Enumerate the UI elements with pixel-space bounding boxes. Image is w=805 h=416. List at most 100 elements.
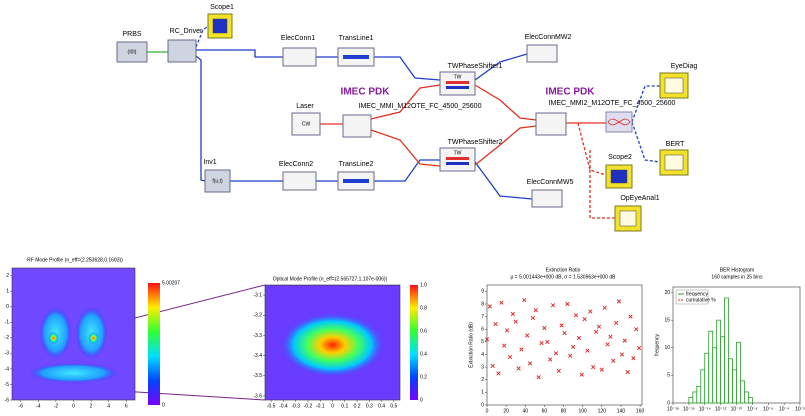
y-tick-label: -4 <box>5 366 10 372</box>
x-tick-label: -0.4 <box>279 403 288 409</box>
x-tick-label: -0.1 <box>316 403 325 409</box>
y-tick-label: 2 <box>481 377 484 383</box>
component: TW TWPhaseShifter1 <box>439 63 503 96</box>
point <box>502 343 507 348</box>
component: IMEC_MMI2_M12OTE_FC_4500_25600 <box>535 100 676 136</box>
point <box>516 366 521 371</box>
y-tick-label: -3.3 <box>253 333 262 339</box>
component: OpEyeAnal1 <box>614 195 660 232</box>
y-axis-label: Extinction Ratio (dB) <box>468 322 474 368</box>
point <box>628 314 633 319</box>
x-tick-label: 10⁻² <box>795 406 805 412</box>
point <box>487 304 492 309</box>
component: TransLine1 <box>337 35 375 67</box>
chart-title: Extinction Ratio <box>546 267 581 273</box>
x-tick-label: 10⁻¹² <box>715 406 727 412</box>
point <box>545 339 550 344</box>
line-icon <box>343 179 369 183</box>
component-label: ElecConnMW5 <box>527 179 574 186</box>
component-box <box>291 112 321 136</box>
component-label: TransLine1 <box>339 35 374 42</box>
colorbar-tick-label: 0 <box>162 402 165 408</box>
point <box>631 356 636 361</box>
x-tick-label: -2 <box>54 403 59 409</box>
point <box>616 299 622 304</box>
component-label: Scope1 <box>210 4 234 11</box>
point <box>582 316 587 322</box>
y-tick-label: 2 <box>6 273 9 279</box>
point <box>605 342 610 347</box>
component-label: ElecConn2 <box>279 161 313 168</box>
bar <box>696 386 702 404</box>
y-tick-label: 0 <box>6 304 9 310</box>
component-label: RC_Driver <box>170 28 203 35</box>
bar <box>708 330 714 404</box>
point <box>522 298 527 303</box>
point <box>622 338 627 343</box>
bar <box>744 391 749 404</box>
point <box>510 311 515 317</box>
icon-text: TW <box>454 74 462 80</box>
point <box>550 303 556 308</box>
component: f(u,t) Inv1 <box>203 159 231 193</box>
x-tick-label: 4 <box>107 403 110 409</box>
x-tick-label: 2 <box>90 403 93 409</box>
point <box>527 361 533 366</box>
point <box>637 346 642 351</box>
icon-text: CW <box>302 121 311 127</box>
y-tick-label: 5 <box>667 373 670 379</box>
x-tick-label: 120 <box>598 408 607 414</box>
component-screen <box>664 154 684 171</box>
tw-red <box>446 157 469 160</box>
y-tick-label: 5 <box>481 339 484 345</box>
x-tick-label: 0.3 <box>366 403 373 409</box>
y-tick-label: 3 <box>481 364 484 370</box>
component-box <box>531 189 563 208</box>
y-tick-label: -1 <box>5 320 10 326</box>
x-tick-label: -4 <box>36 403 41 409</box>
point <box>614 320 619 326</box>
x-tick-label: 10⁻¹⁶ <box>683 406 695 412</box>
point <box>579 372 584 377</box>
tw-blue <box>446 162 469 165</box>
bar <box>720 336 725 404</box>
x-tick-label: 140 <box>617 408 626 414</box>
x-tick-label: 10⁻¹⁴ <box>699 406 711 412</box>
bar <box>716 319 722 404</box>
point <box>602 305 607 310</box>
component-box <box>282 47 317 67</box>
icon-text: (I0I) <box>128 49 137 55</box>
field-blob <box>28 363 119 383</box>
y-tick-label: 0 <box>481 402 484 408</box>
component-label: ElecConn1 <box>281 35 315 42</box>
component: TW TWPhaseShifter2 <box>439 139 503 172</box>
bar <box>736 341 741 404</box>
component: CW Laser <box>291 103 321 136</box>
x-tick-label: 20 <box>503 408 509 414</box>
component: ElecConnMW5 <box>527 179 574 208</box>
chart-title: Optical Mode Profile (n_eff=(2.565727,1.… <box>273 276 388 282</box>
y-tick-label: 7 <box>481 314 484 320</box>
component: ElecConn1 <box>281 35 317 67</box>
point <box>588 309 593 314</box>
component-label: PRBS <box>122 31 141 38</box>
icon-text: f(u,t) <box>212 178 223 184</box>
y-tick-label: -6 <box>5 397 10 403</box>
bar <box>748 397 753 404</box>
y-tick-label: 4 <box>481 352 484 358</box>
y-tick-label: 6 <box>481 327 484 333</box>
bar <box>700 369 706 404</box>
y-tick-label: 15 <box>664 317 670 323</box>
component-label: EyeDiag <box>671 63 698 70</box>
x-tick-label: 0.4 <box>378 403 385 409</box>
point <box>530 315 536 320</box>
y-tick-label: -5 <box>5 382 10 388</box>
bar <box>692 391 698 404</box>
x-tick-label: 10⁻⁶ <box>763 406 773 412</box>
point <box>570 344 576 350</box>
point <box>496 371 501 376</box>
component: BERT <box>659 141 689 176</box>
point <box>490 363 495 368</box>
point <box>536 375 541 380</box>
